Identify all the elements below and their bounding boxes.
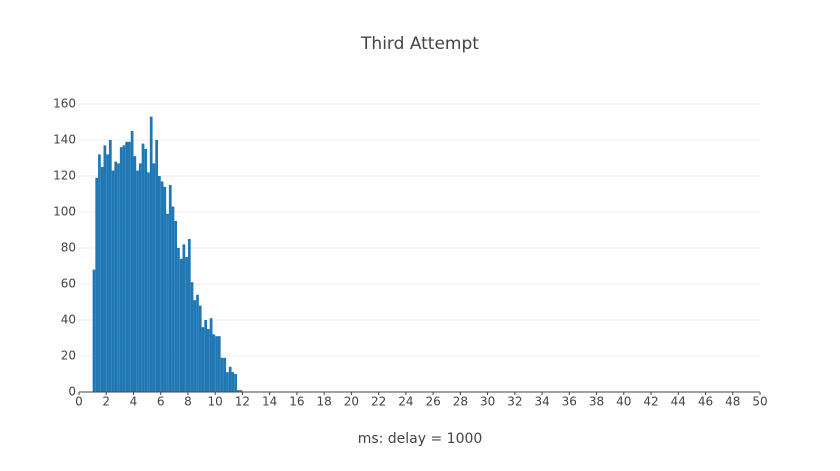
x-tick-label: 50 bbox=[752, 395, 767, 409]
x-tick-label: 34 bbox=[534, 395, 549, 409]
bar bbox=[111, 170, 115, 392]
x-tick-label: 16 bbox=[289, 395, 304, 409]
bar bbox=[122, 145, 126, 392]
y-tick-label: 20 bbox=[61, 349, 76, 363]
x-tick-label: 26 bbox=[425, 395, 440, 409]
bar bbox=[166, 213, 169, 392]
x-tick-label: 2 bbox=[102, 395, 110, 409]
x-tick-label: 0 bbox=[75, 395, 83, 409]
bar bbox=[147, 172, 150, 392]
bar bbox=[182, 244, 186, 392]
x-tick-label: 4 bbox=[130, 395, 138, 409]
x-tick-label: 12 bbox=[235, 395, 250, 409]
bar bbox=[212, 334, 216, 392]
bar bbox=[201, 327, 205, 392]
x-tick-label: 6 bbox=[157, 395, 165, 409]
bar bbox=[103, 145, 107, 392]
x-tick-label: 36 bbox=[562, 395, 577, 409]
x-tick-label: 24 bbox=[398, 395, 413, 409]
bar bbox=[92, 269, 96, 392]
bar bbox=[149, 116, 153, 392]
bar bbox=[231, 372, 235, 392]
x-tick-label: 18 bbox=[317, 395, 332, 409]
bar bbox=[196, 294, 199, 392]
bar bbox=[171, 206, 175, 392]
bar bbox=[133, 156, 137, 392]
bar bbox=[100, 167, 104, 392]
y-tick-label: 40 bbox=[61, 313, 76, 327]
y-tick-label: 140 bbox=[53, 133, 76, 147]
bar bbox=[152, 163, 156, 392]
bar bbox=[155, 140, 158, 392]
bar bbox=[185, 257, 188, 392]
x-tick-label: 14 bbox=[262, 395, 277, 409]
bar bbox=[106, 154, 109, 392]
y-tick-label: 80 bbox=[61, 241, 76, 255]
x-tick-label: 42 bbox=[643, 395, 658, 409]
bar bbox=[168, 185, 172, 392]
x-tick-label: 46 bbox=[698, 395, 713, 409]
bar bbox=[215, 336, 218, 392]
bar bbox=[223, 357, 227, 392]
bar bbox=[125, 141, 129, 392]
x-tick-label: 30 bbox=[480, 395, 495, 409]
bar bbox=[141, 143, 145, 392]
bar bbox=[114, 161, 118, 392]
y-tick-label: 60 bbox=[61, 277, 76, 291]
x-tick-label: 48 bbox=[725, 395, 740, 409]
bar bbox=[138, 163, 142, 392]
bar bbox=[226, 372, 229, 392]
y-tick-label: 160 bbox=[53, 97, 76, 111]
bar bbox=[98, 154, 101, 392]
x-tick-label: 10 bbox=[208, 395, 223, 409]
bar bbox=[207, 329, 210, 392]
y-tick-label: 0 bbox=[68, 385, 76, 399]
bar bbox=[187, 239, 191, 392]
chart-title: Third Attempt bbox=[360, 34, 479, 54]
x-tick-label: 44 bbox=[671, 395, 686, 409]
bar bbox=[220, 357, 224, 392]
bar bbox=[228, 366, 232, 392]
bar bbox=[163, 186, 167, 392]
x-tick-label: 20 bbox=[344, 395, 359, 409]
y-tick-label: 100 bbox=[53, 205, 76, 219]
bar bbox=[95, 177, 99, 392]
x-tick-label: 28 bbox=[453, 395, 468, 409]
x-tick-label: 40 bbox=[616, 395, 631, 409]
bar bbox=[160, 181, 164, 392]
bar bbox=[119, 147, 123, 392]
bar bbox=[117, 163, 120, 392]
bar bbox=[108, 140, 112, 392]
bar bbox=[157, 176, 161, 392]
bar bbox=[236, 390, 240, 392]
bar bbox=[193, 300, 197, 392]
bar bbox=[234, 374, 237, 392]
bar bbox=[239, 390, 243, 392]
bar bbox=[190, 282, 194, 392]
bar bbox=[198, 305, 202, 392]
bar bbox=[179, 258, 183, 392]
bar bbox=[217, 336, 221, 392]
x-tick-label: 38 bbox=[589, 395, 604, 409]
bar bbox=[204, 320, 208, 392]
x-tick-label: 22 bbox=[371, 395, 386, 409]
bar bbox=[209, 318, 213, 392]
bar bbox=[144, 149, 148, 392]
x-tick-label: 32 bbox=[507, 395, 522, 409]
bar bbox=[136, 170, 139, 392]
bar bbox=[130, 131, 134, 392]
x-tick-label: 8 bbox=[184, 395, 192, 409]
bar bbox=[128, 141, 131, 392]
bar bbox=[177, 248, 180, 392]
x-axis-title: ms: delay = 1000 bbox=[358, 431, 483, 447]
bar bbox=[174, 221, 178, 392]
y-tick-label: 120 bbox=[53, 169, 76, 183]
